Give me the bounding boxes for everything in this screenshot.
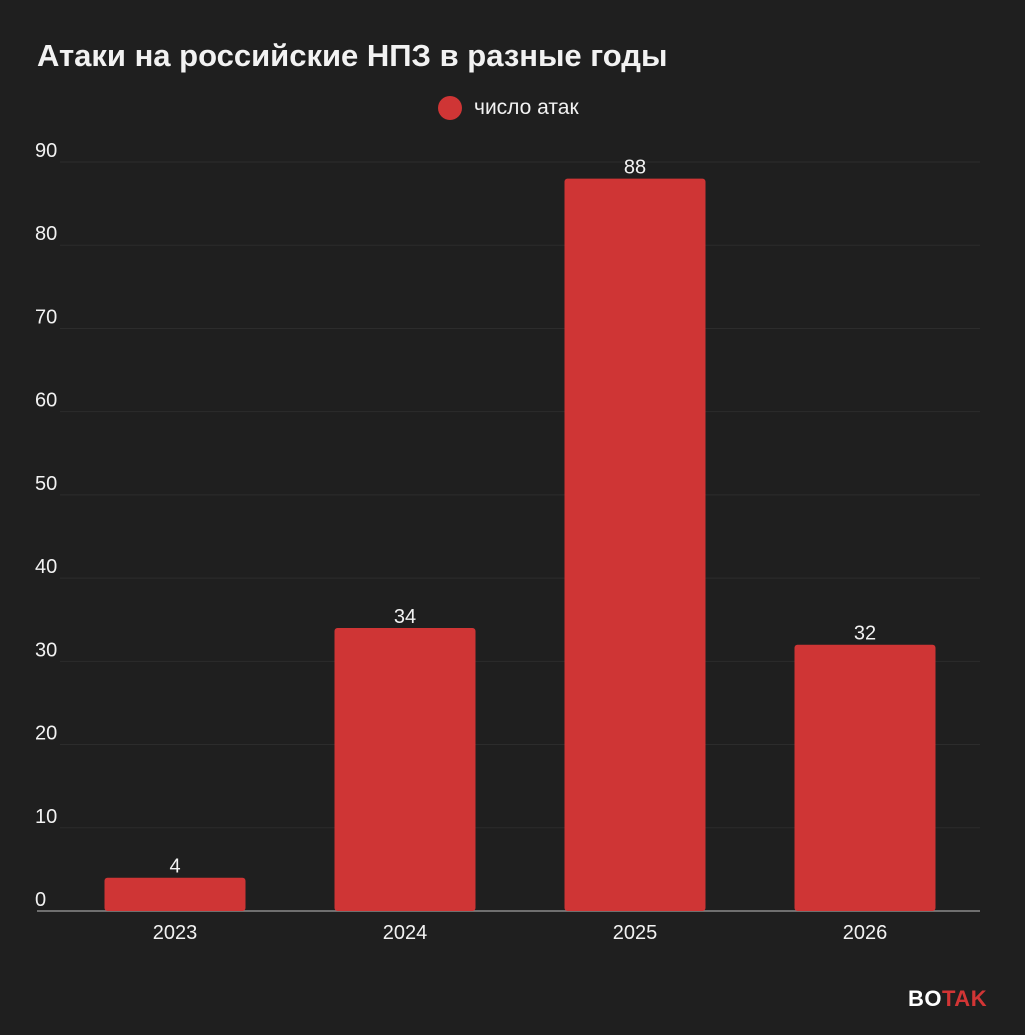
bar: [794, 644, 936, 911]
y-tick-label: 60: [35, 390, 57, 412]
y-tick-label: 20: [35, 723, 57, 745]
data-label: 88: [624, 157, 646, 179]
data-label: 4: [169, 856, 180, 878]
y-tick-label: 80: [35, 223, 57, 245]
data-label: 34: [394, 606, 416, 628]
y-tick-label: 30: [35, 639, 57, 661]
y-tick-label: 90: [35, 140, 57, 162]
y-tick-label: 50: [35, 473, 57, 495]
y-tick-label: 40: [35, 556, 57, 578]
chart-title: Атаки на российские НПЗ в разные годы: [37, 38, 668, 73]
x-tick-label: 2025: [613, 922, 658, 944]
bar: [334, 628, 476, 911]
bar: [104, 877, 246, 911]
x-tick-label: 2023: [153, 922, 198, 944]
logo-part-bo: BO: [908, 986, 942, 1011]
legend: число атак: [438, 96, 579, 120]
legend-label: число атак: [474, 96, 579, 119]
legend-swatch: [438, 96, 462, 120]
data-label: 32: [854, 623, 876, 645]
x-tick-label: 2024: [383, 922, 428, 944]
y-tick-label: 0: [35, 889, 46, 911]
logo-part-tak: TAK: [942, 986, 988, 1011]
y-tick-label: 70: [35, 306, 57, 328]
x-tick-label: 2026: [843, 922, 888, 944]
y-tick-label: 10: [35, 806, 57, 828]
bar: [564, 178, 706, 912]
votak-logo: BOTAK: [908, 986, 987, 1012]
